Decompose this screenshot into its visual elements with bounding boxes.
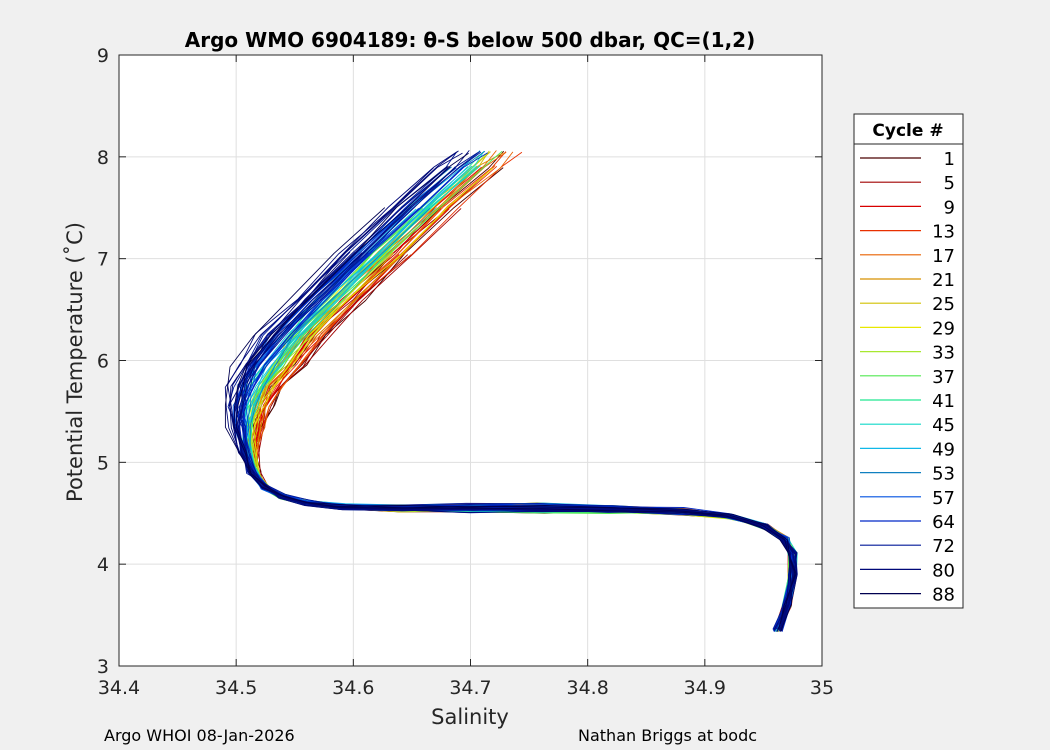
legend-label: 9 [944, 197, 955, 218]
y-tick-label: 5 [97, 452, 109, 474]
legend-label: 80 [932, 560, 955, 581]
legend-label: 41 [932, 391, 955, 412]
y-tick-label: 4 [97, 554, 109, 576]
legend-label: 57 [932, 488, 955, 509]
y-tick-label: 6 [97, 351, 109, 373]
legend-title: Cycle # [872, 121, 943, 141]
footer-left: Argo WHOI 08-Jan-2026 [104, 726, 295, 745]
legend-label: 72 [932, 536, 955, 557]
x-tick-label: 34.7 [449, 677, 491, 699]
x-tick-label: 34.5 [215, 677, 257, 699]
y-tick-label: 9 [97, 45, 109, 67]
footer-right: Nathan Briggs at bodc [578, 726, 758, 745]
legend-label: 33 [932, 343, 955, 364]
legend-label: 49 [932, 439, 955, 460]
legend-box [853, 113, 964, 609]
y-tick-label: 8 [97, 147, 109, 169]
legend: Cycle # 1 5 9 13 17 21 25 29 33 37 41 45 49 53 57 64 72 8… [853, 113, 964, 609]
legend-label: 13 [932, 222, 955, 243]
legend-entries: 1 5 9 13 17 21 25 29 33 37 41 45 49 53 57 64 72 80 88 [860, 149, 955, 606]
x-tick-label: 35 [810, 677, 834, 699]
x-axis-label: Salinity [431, 705, 509, 729]
data-series [224, 150, 798, 632]
legend-label: 29 [932, 318, 955, 339]
legend-label: 45 [932, 415, 955, 436]
y-tick-label: 7 [97, 249, 109, 271]
legend-label: 17 [932, 246, 955, 267]
legend-label: 1 [944, 149, 955, 170]
x-tick-label: 34.6 [332, 677, 374, 699]
y-tick-label: 3 [97, 656, 109, 678]
legend-label: 25 [932, 294, 955, 315]
y-axis-label: Potential Temperature (˚C) [63, 222, 87, 502]
legend-label: 64 [932, 512, 955, 533]
x-tick-label: 34.9 [684, 677, 726, 699]
cycle-profile [235, 166, 792, 632]
chart-title: Argo WMO 6904189: θ-S below 500 dbar, QC… [185, 28, 755, 52]
legend-label: 53 [932, 464, 955, 485]
cycle-profile [224, 207, 796, 630]
x-tick-label: 34.8 [567, 677, 609, 699]
legend-label: 37 [932, 367, 955, 388]
legend-label: 88 [932, 585, 955, 606]
x-tick-label: 34.4 [98, 677, 140, 699]
legend-label: 5 [944, 173, 955, 194]
legend-label: 21 [932, 270, 955, 291]
axis-ticks: 34.4 34.5 34.6 34.7 34.8 34.9 35 3 4 5 6 7 8 9 [97, 45, 834, 699]
